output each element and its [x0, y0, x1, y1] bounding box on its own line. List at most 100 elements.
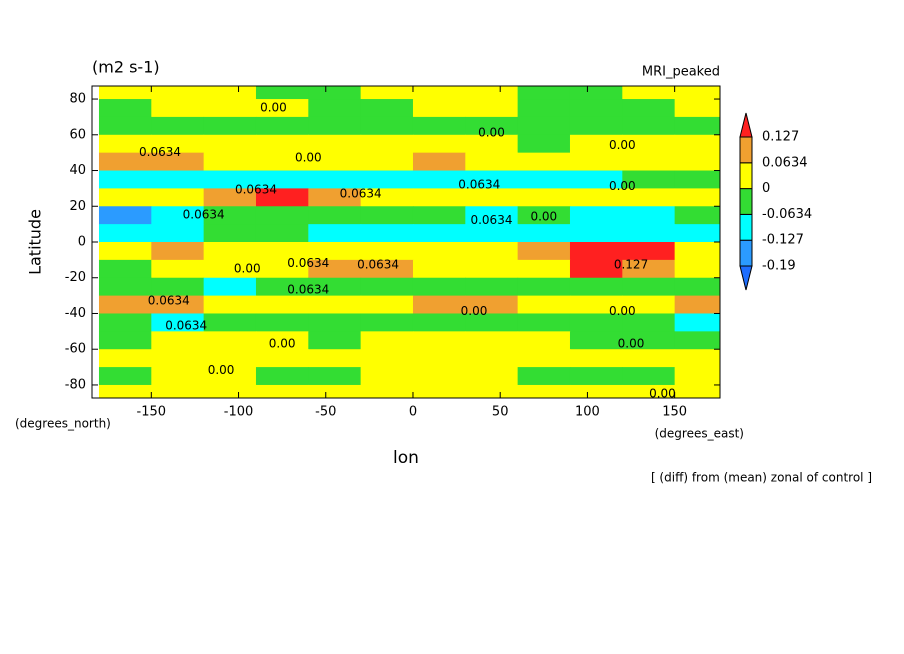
- field-cell: [360, 259, 414, 279]
- field-cell: [517, 224, 571, 243]
- field-cell: [308, 116, 362, 136]
- field-cell: [308, 367, 362, 386]
- field-cell: [465, 170, 519, 189]
- field-cell: [308, 188, 362, 207]
- field-cell: [465, 188, 519, 207]
- field-cell: [674, 188, 720, 207]
- field-cell: [308, 295, 362, 314]
- field-cell: [569, 242, 623, 261]
- field-cell: [517, 188, 571, 207]
- field-cell: [412, 295, 466, 314]
- colorbar-label: -0.0634: [762, 207, 812, 222]
- field-cell: [674, 152, 720, 172]
- field-cell: [674, 170, 720, 189]
- field-cell: [151, 331, 205, 350]
- field-cell: [98, 277, 152, 297]
- field-cell: [203, 134, 257, 154]
- field-cell: [465, 99, 519, 118]
- field-cell: [622, 224, 676, 243]
- field-cell: [622, 367, 676, 386]
- field-cell: [465, 277, 519, 297]
- field-cell: [622, 170, 676, 189]
- field-cell: [465, 259, 519, 279]
- field-cell: [308, 170, 362, 189]
- field-cell: [98, 86, 152, 100]
- field-cell: [569, 152, 623, 172]
- x-units: (degrees_east): [655, 427, 744, 441]
- field-cell: [360, 224, 414, 243]
- field-cell: [622, 259, 676, 279]
- field-cell: [517, 170, 571, 189]
- field-cell: [569, 224, 623, 243]
- colorbar-box: [739, 213, 753, 241]
- field-cell: [360, 313, 414, 332]
- field-cell: [98, 99, 152, 118]
- field-cell: [465, 116, 519, 136]
- contour-label: 0.00: [295, 151, 322, 165]
- field-cell: [622, 99, 676, 118]
- field-cell: [465, 349, 519, 368]
- y-tick-label: 0: [78, 235, 86, 250]
- field-cell: [465, 152, 519, 172]
- field-cell: [255, 331, 309, 350]
- y-tick-label: -40: [65, 306, 86, 321]
- field-cell: [203, 295, 257, 314]
- field-cell: [517, 367, 571, 386]
- field-cell: [203, 259, 257, 279]
- field-cell: [465, 224, 519, 243]
- field-cell: [569, 86, 623, 100]
- field-cell: [151, 116, 205, 136]
- field-cell: [674, 86, 720, 100]
- field-cell: [569, 349, 623, 368]
- field-cell: [622, 188, 676, 207]
- field-cell: [360, 349, 414, 368]
- field-cell: [622, 313, 676, 332]
- field-cell: [255, 259, 309, 279]
- field-cell: [412, 170, 466, 189]
- field-cell: [308, 349, 362, 368]
- field-cell: [203, 224, 257, 243]
- field-cell: [674, 116, 720, 136]
- field-cell: [255, 224, 309, 243]
- colorbar-label: -0.19: [762, 259, 796, 274]
- field-cell: [412, 331, 466, 350]
- contour-label: 0.00: [649, 386, 676, 400]
- field-cell: [360, 99, 414, 118]
- field-cell: [98, 188, 152, 207]
- contour-label: 0.00: [461, 304, 488, 318]
- field-cell: [569, 295, 623, 314]
- colorbar-label: 0: [762, 181, 770, 196]
- contour-label: 0.127: [614, 258, 648, 272]
- field-cell: [308, 277, 362, 297]
- y-tick-label: 40: [69, 163, 86, 178]
- field-cell: [622, 152, 676, 172]
- field-cell: [674, 99, 720, 118]
- field-cell: [465, 86, 519, 100]
- contour-label: 0.00: [609, 138, 636, 152]
- field-cell: [412, 224, 466, 243]
- field-cell: [674, 224, 720, 243]
- contour-label: 0.00: [618, 336, 645, 350]
- x-tick-label: -100: [224, 405, 254, 420]
- contour-label: 0.00: [530, 209, 557, 223]
- field-cell: [308, 384, 362, 398]
- colorbar-triangle: [739, 265, 753, 291]
- x-tick-label: -50: [315, 405, 336, 420]
- field-cell: [255, 384, 309, 398]
- field-cell: [203, 170, 257, 189]
- contour-label: 0.0634: [458, 177, 500, 191]
- field-cell: [360, 384, 414, 398]
- colorbar-box: [739, 188, 753, 215]
- footnote: [ (diff) from (mean) zonal of control ]: [651, 471, 872, 485]
- x-tick-label: 100: [575, 405, 600, 420]
- field-cell: [308, 134, 362, 154]
- field-cell: [465, 242, 519, 261]
- field-cell: [517, 242, 571, 261]
- field-cell: [151, 86, 205, 100]
- x-tick-label: 50: [492, 405, 509, 420]
- contour-label: 0.0634: [148, 293, 190, 307]
- field-cell: [622, 134, 676, 154]
- contour-label: 0.0634: [340, 186, 382, 200]
- field-cell: [465, 331, 519, 350]
